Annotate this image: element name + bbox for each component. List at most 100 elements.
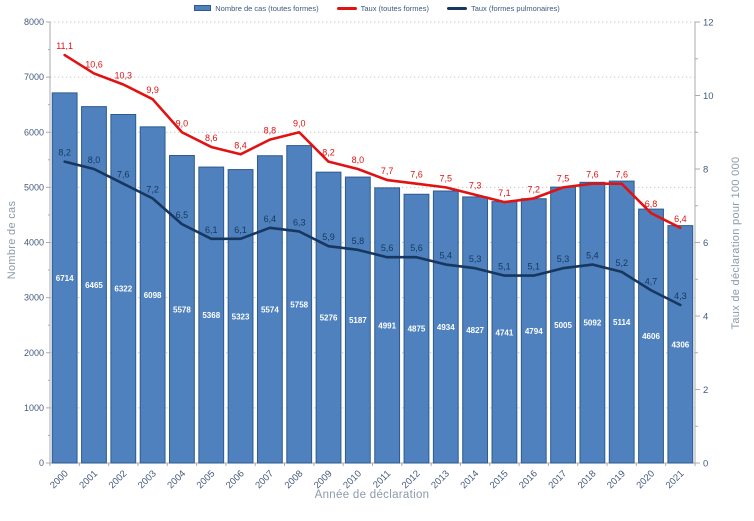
rate-label: 6,4 [264, 214, 277, 224]
rate-label: 5,6 [410, 243, 423, 253]
rate-label: 7,5 [557, 173, 570, 183]
rate-label: 5,8 [352, 236, 365, 246]
rate-label: 8,0 [88, 155, 101, 165]
x-axis-category-label: 2005 [195, 468, 218, 491]
bar-value-label: 6098 [144, 291, 162, 300]
right-axis-tick-label: 2 [703, 385, 708, 396]
x-axis-category-label: 2003 [136, 468, 159, 491]
x-axis-category-label: 2017 [546, 468, 569, 491]
right-axis-tick-label: 6 [703, 238, 708, 249]
legend-item-taux-formes-pulmonaires: Taux (formes pulmonaires) [446, 3, 560, 13]
x-axis-category-label: 2002 [107, 468, 130, 491]
bar [667, 225, 694, 464]
bar [344, 176, 371, 464]
rate-label: 10,6 [85, 59, 103, 69]
x-axis-category-label: 2018 [576, 468, 599, 491]
x-axis-category-label: 2009 [312, 468, 335, 491]
rate-label: 6,8 [645, 199, 658, 209]
rate-label: 7,6 [586, 170, 599, 180]
bar-value-label: 6465 [85, 281, 103, 290]
rate-label: 5,4 [440, 251, 453, 261]
left-axis-title: Nombre de cas [6, 200, 18, 280]
rate-label: 9,0 [176, 118, 189, 128]
rate-label: 10,3 [115, 70, 133, 80]
right-axis-title: Taux de déclaration pour 100 000 [730, 156, 742, 330]
left-axis-tick-label: 8000 [24, 17, 44, 27]
rate-label: 8,6 [205, 133, 218, 143]
bar-value-label: 5758 [290, 300, 308, 309]
rate-label: 7,7 [381, 166, 394, 176]
bar [608, 180, 635, 464]
bar [550, 186, 576, 464]
right-axis-tick-label: 4 [703, 312, 708, 323]
x-axis-category-label: 2008 [283, 468, 306, 491]
rate-line [63, 160, 682, 307]
rate-label: 7,3 [469, 181, 482, 191]
legend-label: Nombre de cas (toutes formes) [215, 3, 319, 13]
x-axis-category-label: 2014 [459, 468, 482, 491]
bar-value-label: 5578 [173, 305, 191, 314]
bar [198, 166, 225, 464]
chart-legend: Nombre de cas (toutes formes) Taux (tout… [0, 2, 754, 14]
left-axis-tick-label: 6000 [24, 127, 44, 137]
rate-label: 7,2 [146, 184, 159, 194]
rate-label: 4,3 [674, 291, 687, 301]
legend-item-taux-toutes-formes: Taux (toutes formes) [336, 4, 429, 13]
bar-value-label: 5368 [202, 311, 220, 320]
bar [169, 155, 195, 464]
bar-value-label: 4875 [408, 325, 426, 334]
bar [315, 171, 342, 464]
right-axis-tick-label: 10 [703, 91, 714, 102]
bar [638, 208, 664, 464]
rate-label: 8,2 [322, 148, 335, 158]
rate-label: 5,9 [322, 232, 335, 242]
bar-value-label: 5005 [554, 321, 572, 330]
rate-label: 5,1 [527, 262, 540, 272]
x-axis-category-label: 2016 [517, 468, 540, 491]
rate-label: 6,3 [293, 217, 306, 227]
bar-value-label: 5276 [320, 314, 338, 323]
left-axis-tick-label: 5000 [24, 182, 44, 192]
x-axis-category-label: 2010 [341, 468, 364, 491]
bar-value-label: 4794 [525, 327, 543, 336]
rate-label: 7,6 [410, 170, 423, 180]
rate-label: 5,4 [586, 251, 599, 261]
rate-label: 9,0 [293, 118, 306, 128]
bar-value-label: 4827 [466, 326, 484, 335]
line-swatch-icon [446, 6, 467, 10]
x-axis-category-label: 2001 [77, 468, 100, 491]
left-axis-tick-label: 1000 [24, 403, 44, 413]
bar [286, 145, 313, 464]
bar [403, 193, 430, 464]
bar [51, 92, 78, 464]
x-axis-category-label: 2012 [400, 468, 423, 491]
bar-value-label: 4991 [378, 321, 396, 330]
x-axis-category-label: 2006 [224, 468, 247, 491]
x-axis-category-label: 2019 [605, 468, 628, 491]
x-axis-category-label: 2000 [48, 468, 71, 491]
x-axis-category-label: 2021 [664, 468, 687, 491]
rate-label: 6,5 [176, 210, 189, 220]
x-axis-category-label: 2015 [488, 468, 511, 491]
rate-label: 5,3 [557, 254, 570, 264]
bar-value-label: 4934 [437, 323, 455, 332]
rate-label: 5,2 [615, 258, 628, 268]
rate-label: 7,1 [498, 188, 511, 198]
rate-label: 9,9 [146, 85, 159, 95]
rate-label: 4,7 [645, 276, 658, 286]
bar-value-label: 5114 [613, 318, 631, 327]
x-axis-title: Année de déclaration [314, 489, 430, 501]
bar [139, 126, 166, 464]
right-axis-tick-label: 12 [703, 18, 714, 29]
legend-item-nombre-de-cas: Nombre de cas (toutes formes) [194, 3, 319, 13]
legend-label: Taux (formes pulmonaires) [470, 3, 560, 13]
bar-value-label: 5187 [349, 316, 367, 325]
bar-value-label: 6714 [56, 274, 74, 283]
bar [432, 190, 459, 464]
bar [491, 201, 518, 464]
rate-label: 6,4 [674, 214, 687, 224]
line-swatch-icon [336, 6, 357, 10]
left-axis-tick-label: 3000 [24, 293, 44, 303]
rate-label: 7,6 [615, 170, 628, 180]
rate-label: 8,8 [264, 126, 277, 136]
